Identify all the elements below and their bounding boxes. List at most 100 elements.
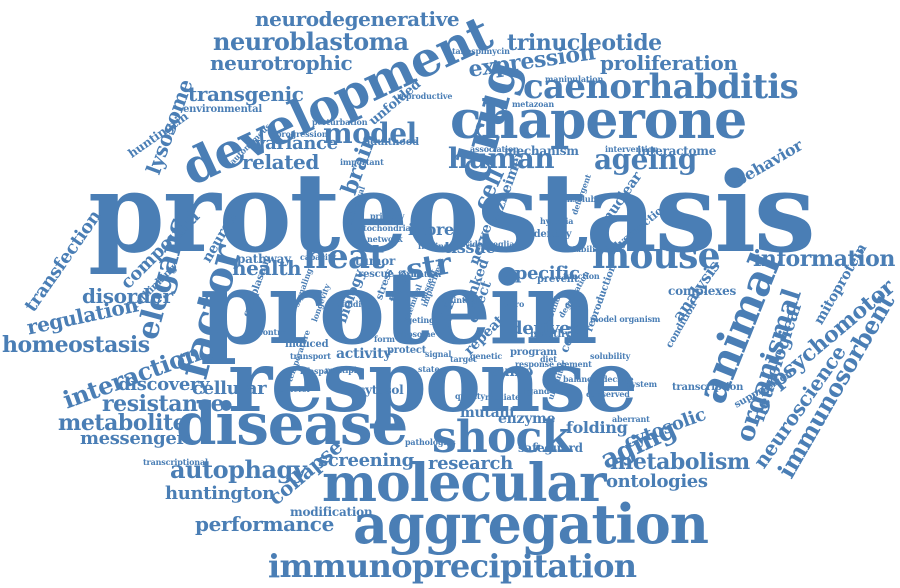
word-specific: specific [505, 263, 580, 284]
word-cellular: cellular [192, 378, 267, 399]
word-mouse: mouse [592, 235, 721, 277]
word-network: network [367, 234, 403, 244]
word-caenorhabditis: caenorhabditis [523, 67, 799, 107]
word-modification: modification [290, 505, 373, 519]
word-screening: screening [318, 450, 414, 471]
word-transcriptional: transcriptional [143, 457, 208, 467]
word-targeting: targeting [394, 315, 435, 325]
word-ontologies: ontologies [606, 471, 708, 492]
word-target: target [450, 354, 477, 364]
word-transcription: transcription [672, 382, 744, 393]
word-pathway: pathway [237, 252, 291, 266]
word-protein: protein [200, 249, 598, 367]
word-disease: disease [176, 390, 408, 458]
word-aberrant: aberrant [612, 414, 650, 424]
word-homeostasis: homeostasis [2, 332, 150, 358]
word-glia: glia [498, 239, 515, 249]
word-performance: performance [195, 512, 334, 536]
word-elicit: elicit [565, 299, 587, 309]
word-solubility: solubility [590, 351, 631, 361]
word-tissue: tissue [444, 238, 496, 257]
word-tumor: tumor [355, 254, 396, 268]
word-signal: signal [425, 349, 452, 359]
word-environmental: environmental [183, 104, 262, 115]
word-maintain: maintain [440, 295, 479, 305]
word-perturbation: perturbation [312, 117, 368, 127]
word-chaperone: chaperone [450, 90, 747, 151]
word-shock: shock [432, 412, 572, 463]
word-capacity: capacity [300, 252, 336, 262]
word-autophagy: autophagy [170, 455, 307, 484]
word-program: program [510, 347, 557, 358]
word-metabolite: metabolite [58, 410, 187, 436]
word-important: important [340, 157, 384, 167]
word-misfolding: misfolding [326, 299, 373, 309]
word-diet: diet [540, 354, 557, 364]
word-sumo: sumo [492, 364, 534, 380]
word-reproductive: reproductive [397, 91, 453, 101]
word-metazoan: metazoan [512, 99, 555, 109]
word-system: system [627, 379, 657, 389]
word-ageing: ageing [594, 143, 697, 176]
word-multiple: multiple [325, 365, 362, 375]
word-inbred: inbred [408, 220, 465, 239]
word-rna: rna [407, 269, 422, 279]
word-state: state [418, 364, 440, 374]
word-interactome: interactome [637, 144, 717, 158]
word-formation: formation [398, 269, 442, 279]
word-messenger: messenger [80, 428, 186, 449]
word-decline: decline [602, 374, 634, 384]
word-folding: folding [566, 418, 628, 437]
word-research: research [428, 453, 513, 474]
word-ribosome: ribosome [395, 329, 436, 339]
word-metabolism: metabolism [610, 449, 750, 475]
word-huntington: huntington [165, 483, 275, 504]
word-vitro: vitro [504, 299, 525, 309]
word-evidence: evidence [460, 239, 498, 249]
word-hypoxia: hypoxia [540, 216, 574, 226]
word-safeguard: safeguard [518, 441, 583, 455]
word-response-element: response element [515, 359, 592, 369]
word-disorder: disorder [82, 284, 173, 308]
word-cofactor: cofactor [275, 384, 311, 394]
word-genetic: genetic [470, 351, 503, 361]
word-ligand: ligand [522, 386, 550, 396]
word-healthy: healthy [530, 329, 571, 340]
word-immunoprecipitation: immunoprecipitation [268, 547, 637, 585]
word-information: information [753, 246, 895, 272]
word-mediate: mediate [485, 392, 521, 402]
word-pathologies: pathologies [405, 437, 456, 447]
word-balance: balance [563, 374, 597, 384]
word-primary: primary [370, 211, 405, 221]
word-transport: transport [290, 351, 331, 361]
word-stabilization: stabilization [568, 244, 622, 254]
word-heat: heat [303, 237, 385, 277]
word-model-organism: model organism [590, 314, 661, 324]
word-intervention: intervention [605, 144, 659, 154]
word-manipulation: manipulation [545, 74, 604, 84]
word-tanespimycin: tanespimycin [452, 46, 510, 56]
word-quality: quality [455, 391, 485, 401]
word-mutant: mutant [460, 405, 516, 421]
word-rescue: rescue [358, 269, 394, 280]
word-function: function [563, 271, 600, 281]
word-neurotrophic: neurotrophic [210, 51, 353, 75]
word-form: form [374, 334, 395, 344]
word-molecular: molecular [322, 453, 607, 514]
word-protect: protect [387, 345, 427, 356]
word-control: control [258, 327, 290, 337]
word-transgenic: transgenic [188, 82, 304, 106]
word-response: response [228, 332, 638, 431]
word-neurodegenerative: neurodegenerative [255, 7, 460, 31]
word-related: related [242, 150, 319, 174]
word-finding: finding [418, 241, 450, 251]
word-lifespan: lifespan [300, 366, 335, 376]
word-discovery: discovery [118, 374, 210, 395]
word-association: association [470, 144, 519, 154]
word-induced: induced [285, 339, 329, 350]
word-progression: progression [276, 129, 328, 139]
word-resistance: resistance [102, 391, 225, 417]
word-prevent: prevent [537, 274, 579, 285]
word-model: model [323, 117, 417, 150]
